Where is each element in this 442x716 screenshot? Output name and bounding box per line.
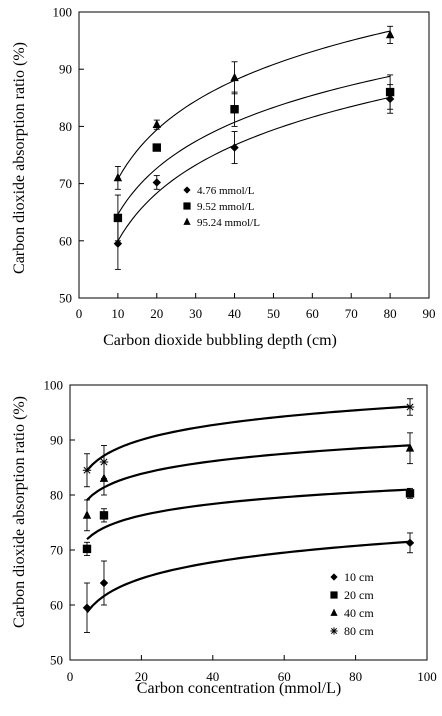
x-axis-title: Carbon concentration (mmol/L) xyxy=(137,680,341,697)
x-tick-label: 0 xyxy=(76,306,83,321)
data-point-star xyxy=(405,402,415,412)
legend-label: 10 cm xyxy=(344,570,374,584)
x-tick-label: 20 xyxy=(135,669,148,684)
legend-marker-square xyxy=(183,202,191,210)
data-point-diamond xyxy=(405,538,415,548)
x-tick-label: 80 xyxy=(349,669,362,684)
y-tick-label: 90 xyxy=(50,433,63,448)
x-tick-label: 90 xyxy=(423,306,436,321)
data-point-star xyxy=(82,466,92,475)
x-tick-label: 60 xyxy=(306,306,319,321)
data-point-star-stroke xyxy=(100,458,108,466)
y-tick-label: 80 xyxy=(59,119,72,134)
data-point-star-stroke xyxy=(83,466,91,474)
data-point-square xyxy=(385,87,395,97)
data-point-triangle xyxy=(152,119,161,129)
plot-frame xyxy=(78,11,430,299)
y-tick-label: 50 xyxy=(59,291,72,306)
y-tick-label: 70 xyxy=(50,543,63,558)
legend-marker-diamond xyxy=(183,186,191,194)
data-point-triangle xyxy=(230,72,239,82)
y-tick-label: 70 xyxy=(59,176,72,191)
y-tick-label: 100 xyxy=(44,378,64,393)
legend-label: 20 cm xyxy=(344,588,374,602)
legend-label: 80 cm xyxy=(344,624,374,638)
plot-frame xyxy=(69,384,428,661)
data-point-diamond xyxy=(230,143,239,152)
data-point-square xyxy=(113,213,123,223)
legend-label: 40 cm xyxy=(344,606,374,620)
legend-marker-star-stroke xyxy=(330,627,338,635)
y-tick-label: 60 xyxy=(59,233,72,248)
data-point-square xyxy=(405,489,415,498)
data-point-triangle xyxy=(385,29,395,39)
x-tick-label: 20 xyxy=(150,306,163,321)
legend-marker-diamond xyxy=(330,573,338,581)
y-tick-label: 90 xyxy=(59,62,72,77)
fit-curve-triangle xyxy=(117,30,391,180)
legend-label: 9.52 mmol/L xyxy=(197,201,255,213)
data-point-diamond xyxy=(152,178,161,187)
legend-label: 4.76 mmol/L xyxy=(197,185,255,197)
x-tick-label: 40 xyxy=(228,306,241,321)
legend-label: 95.24 mmol/L xyxy=(197,217,260,229)
data-point-triangle xyxy=(405,443,415,452)
data-point-diamond xyxy=(113,239,123,248)
x-tick-label: 60 xyxy=(278,669,291,684)
x-tick-label: 10 xyxy=(111,306,124,321)
y-tick-label: 80 xyxy=(50,488,63,503)
data-point-square xyxy=(82,544,92,554)
x-tick-label: 80 xyxy=(384,306,397,321)
x-tick-label: 70 xyxy=(345,306,358,321)
fit-curve-triangle xyxy=(86,444,411,501)
x-tick-label: 100 xyxy=(417,669,437,684)
x-axis-title: Carbon dioxide bubbling depth (cm) xyxy=(103,332,337,349)
y-tick-label: 60 xyxy=(50,598,63,613)
x-tick-label: 0 xyxy=(67,669,74,684)
legend-marker-triangle xyxy=(183,217,191,225)
y-axis-title: Carbon dioxide absorption ratio (%) xyxy=(11,42,28,274)
y-axis-title: Carbon dioxide absorption ratio (%) xyxy=(11,396,28,628)
x-tick-label: 50 xyxy=(267,306,280,321)
x-tick-label: 30 xyxy=(189,306,202,321)
y-tick-label: 100 xyxy=(53,5,73,20)
data-point-diamond xyxy=(99,578,109,588)
data-point-star-stroke xyxy=(406,403,414,411)
data-point-square xyxy=(230,105,239,114)
data-point-diamond xyxy=(82,603,92,612)
y-tick-label: 50 xyxy=(50,653,63,668)
fit-curve-diamond xyxy=(86,540,411,614)
legend-marker-star xyxy=(330,627,338,635)
fit-curve-square xyxy=(117,75,391,215)
x-tick-label: 40 xyxy=(206,669,219,684)
fit-curve-square xyxy=(86,488,411,541)
fit-curve-diamond xyxy=(117,96,391,242)
data-point-square xyxy=(99,511,109,520)
legend-marker-square xyxy=(330,591,338,599)
data-point-triangle xyxy=(113,172,123,182)
data-point-star xyxy=(99,457,109,467)
data-point-square xyxy=(152,143,161,152)
legend-marker-triangle xyxy=(330,608,338,616)
data-point-triangle xyxy=(82,510,92,519)
fit-curve-star xyxy=(86,405,411,472)
